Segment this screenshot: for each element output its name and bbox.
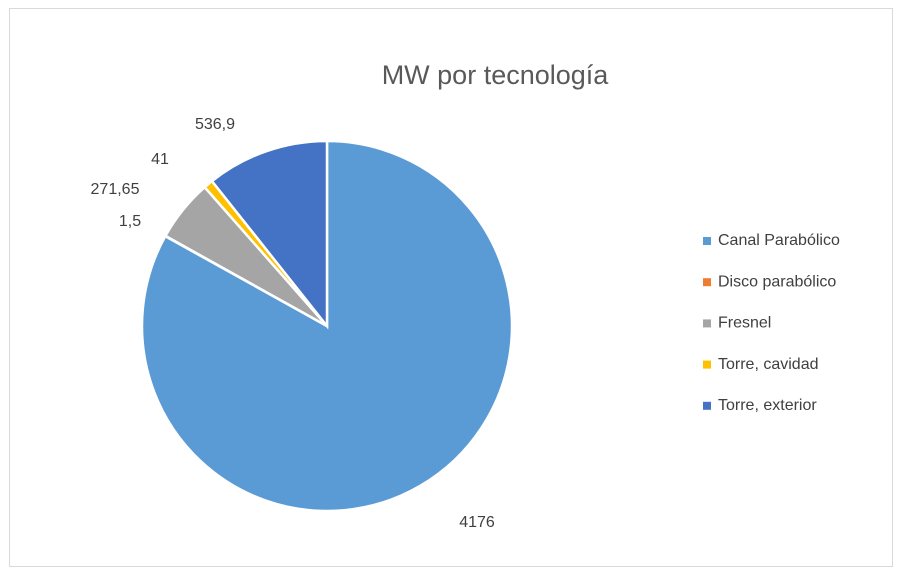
legend-label: Canal Parabólico — [718, 232, 840, 249]
legend-swatch — [703, 319, 711, 328]
data-label: 536,9 — [195, 116, 235, 133]
legend-label: Torre, cavidad — [718, 356, 819, 373]
legend-swatch — [703, 360, 711, 369]
legend-swatch — [703, 401, 711, 410]
legend-label: Fresnel — [718, 315, 771, 332]
legend-swatch — [703, 278, 711, 287]
pie-slice — [210, 139, 329, 330]
chart-title: MW por tecnología — [382, 60, 610, 90]
legend-swatch — [703, 237, 711, 245]
data-label: 271,65 — [91, 181, 140, 198]
legend-label: Disco parabólico — [718, 273, 836, 290]
data-label: 4176 — [459, 514, 495, 531]
legend-label: Torre, exterior — [718, 397, 817, 414]
data-label: 41 — [151, 151, 169, 168]
data-label: 1,5 — [119, 213, 141, 230]
